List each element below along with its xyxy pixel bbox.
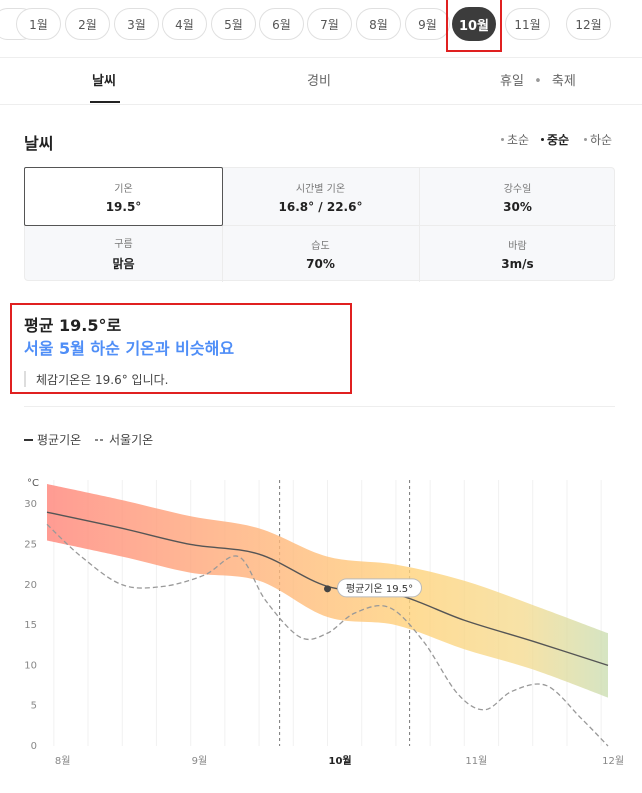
legend-avg-label: 평균기온 — [37, 433, 82, 447]
legend-seoul-label: 서울기온 — [109, 433, 154, 447]
weather-stats-grid: 기온 19.5° 시간별 기온 16.8° / 22.6° 강수일 30% 구름… — [24, 167, 616, 282]
stat-label: 시간별 기온 — [295, 183, 346, 195]
y-tick-label: 30 — [24, 499, 37, 510]
y-tick-label: 10 — [24, 660, 37, 671]
y-tick-label: 20 — [24, 580, 37, 591]
temperature-chart: °C 0 5 10 15 20 25 30 8월 9월 10월 11월 12월 평균기온 19.5° — [24, 478, 624, 767]
month-chip-may[interactable]: 5월 — [211, 8, 256, 40]
month-chip-mar[interactable]: 3월 — [114, 8, 159, 40]
grid-divider — [25, 225, 616, 226]
summary-subtitle: 서울 5월 하순 기온과 비슷해요 — [24, 339, 235, 358]
tab-separator-dot: • — [534, 74, 542, 89]
y-axis-unit: °C — [27, 478, 39, 489]
x-tick-label: 12월 — [602, 755, 624, 767]
period-early[interactable]: 초순 — [501, 131, 529, 148]
dot-icon — [584, 138, 587, 141]
stat-label: 구름 — [114, 239, 133, 250]
marker-tooltip-box — [337, 578, 422, 598]
seoul-temperature-line — [46, 523, 609, 747]
x-tick-label: 10월 — [329, 755, 352, 767]
period-early-label: 초순 — [507, 133, 530, 147]
y-tick-label: 15 — [24, 620, 37, 631]
tab-festival-label: 축제 — [551, 74, 576, 89]
x-tick-label: 8월 — [55, 755, 71, 767]
period-mid-label: 중순 — [547, 133, 570, 147]
tabs-divider — [0, 104, 642, 105]
stat-value: 19.5° — [105, 199, 142, 214]
quote-bar — [24, 371, 26, 387]
weather-section-title: 날씨 — [24, 134, 54, 153]
stat-temperature[interactable]: 기온 19.5° — [24, 167, 223, 226]
summary-highlight — [10, 303, 352, 394]
month-chip-sep[interactable]: 9월 — [405, 8, 450, 40]
stat-hourly-temperature[interactable]: 시간별 기온 16.8° / 22.6° — [222, 168, 419, 225]
tab-holiday-label: 휴일 — [500, 74, 524, 89]
stat-value: 30% — [503, 199, 532, 214]
stat-value: 맑음 — [112, 257, 135, 271]
month-chip-feb[interactable]: 2월 — [65, 8, 110, 40]
dot-icon — [501, 138, 504, 141]
period-late-label: 하순 — [590, 133, 613, 147]
stat-humidity[interactable]: 습도 70% — [222, 225, 419, 282]
y-tick-label: 0 — [31, 741, 37, 752]
stat-wind[interactable]: 바람 3m/s — [419, 225, 616, 282]
stat-value: 3m/s — [501, 256, 534, 271]
month-selector: 1월 2월 3월 4월 5월 6월 7월 8월 9월 10월 11월 12월 — [0, 0, 642, 58]
stat-value: 70% — [306, 256, 335, 271]
stat-label: 강수일 — [503, 183, 532, 195]
tab-holiday-festival[interactable]: 휴일 • 축제 — [500, 70, 576, 89]
summary-title: 평균 19.5°로 — [24, 316, 122, 335]
month-chip-jun[interactable]: 6월 — [259, 8, 304, 40]
stat-label: 바람 — [508, 240, 527, 252]
stat-rain-days[interactable]: 강수일 30% — [419, 168, 616, 225]
marker-tooltip-label: 평균기온 19.5° — [346, 583, 413, 595]
month-chip-jul[interactable]: 7월 — [307, 8, 352, 40]
solid-line-icon — [24, 438, 33, 441]
feels-like-note: 체감기온은 19.6° 입니다. — [36, 373, 169, 387]
stat-cloud[interactable]: 구름 맑음 — [25, 225, 222, 282]
tab-weather[interactable]: 날씨 — [92, 74, 116, 89]
legend-seoul: 서울기온 — [95, 431, 153, 448]
summary-divider — [24, 406, 615, 407]
month-chip-dec[interactable]: 12월 — [566, 8, 611, 40]
stat-label: 습도 — [311, 240, 330, 252]
x-tick-label: 9월 — [192, 755, 208, 767]
x-tick-label: 11월 — [465, 755, 487, 767]
month-chip-jan[interactable]: 1월 — [16, 8, 61, 40]
tab-cost[interactable]: 경비 — [307, 74, 331, 89]
dot-icon — [541, 138, 544, 141]
dashed-line-icon — [95, 438, 105, 441]
y-tick-label: 5 — [31, 701, 37, 712]
period-mid[interactable]: 중순 — [541, 131, 569, 148]
selected-month-highlight — [446, 0, 502, 52]
stat-label: 기온 — [114, 183, 133, 195]
legend-avg: 평균기온 — [24, 431, 81, 448]
month-chip-aug[interactable]: 8월 — [356, 8, 401, 40]
month-chip-oct[interactable]: 10월 — [452, 7, 496, 41]
average-marker-point — [324, 585, 331, 593]
stat-value: 16.8° / 22.6° — [278, 199, 363, 214]
period-late[interactable]: 하순 — [584, 131, 612, 148]
active-tab-underline — [90, 101, 120, 103]
y-tick-label: 25 — [24, 539, 37, 550]
month-chip-nov[interactable]: 11월 — [505, 8, 550, 40]
month-chip-apr[interactable]: 4월 — [162, 8, 207, 40]
